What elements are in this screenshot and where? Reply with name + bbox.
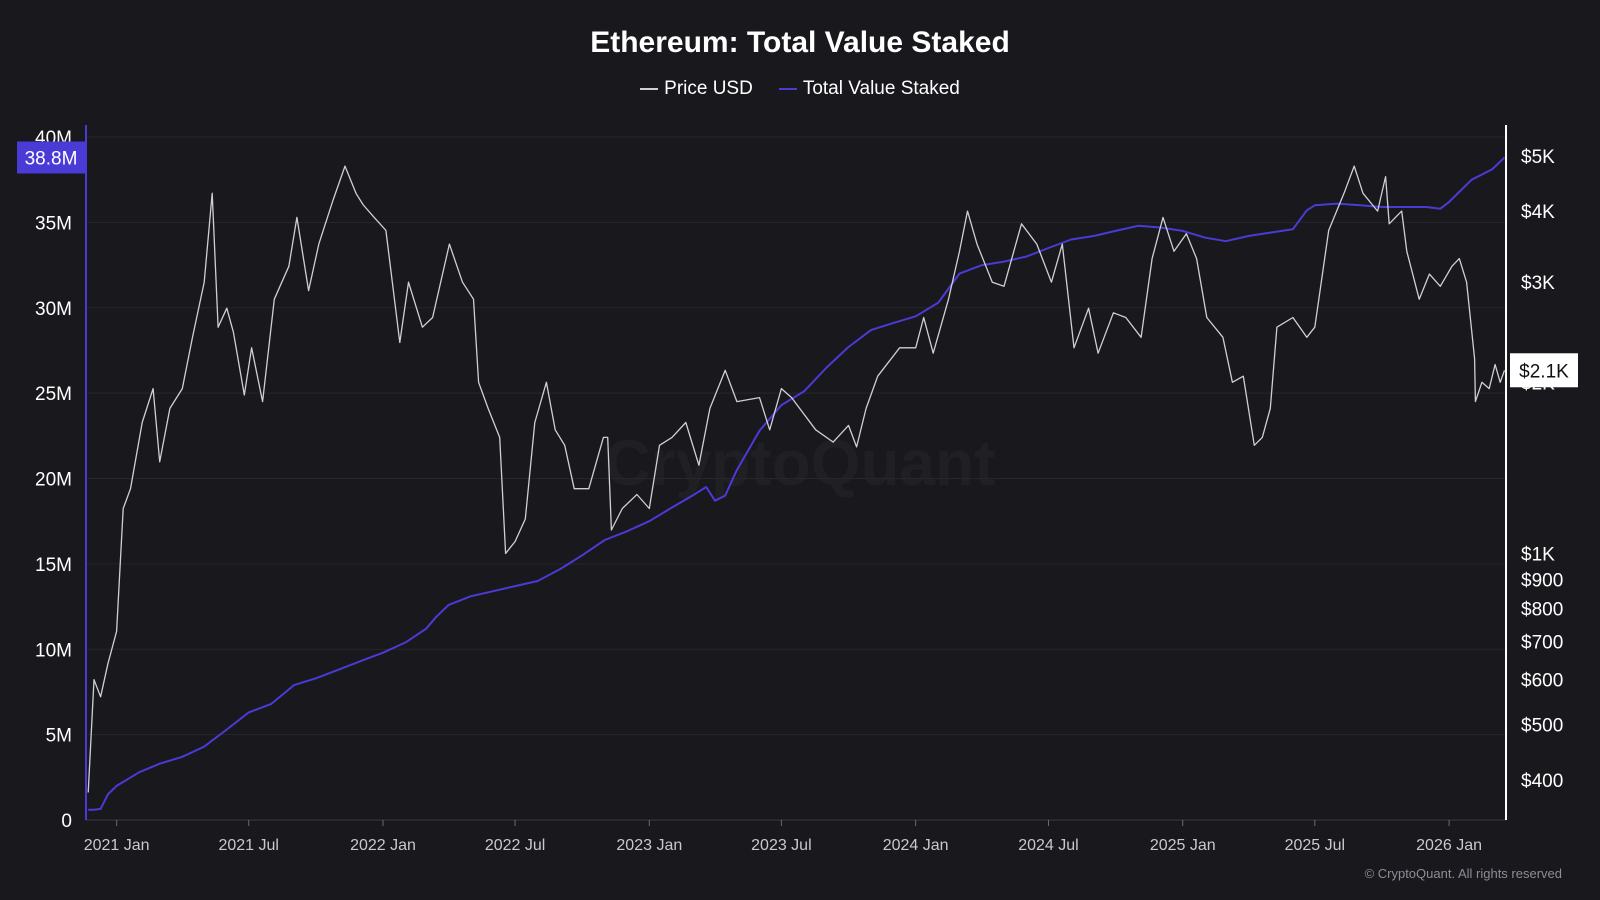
y-left-tick-label: 10M xyxy=(35,640,72,661)
chart-title: Ethereum: Total Value Staked xyxy=(590,26,1010,59)
x-tick-label: 2025 Jul xyxy=(1285,837,1346,854)
y-right-tick-label: $900 xyxy=(1521,571,1563,592)
y-right-tick-label: $1K xyxy=(1521,545,1555,566)
current-price-label: $2.1K xyxy=(1519,361,1569,382)
y-left-tick-label: 5M xyxy=(46,726,72,747)
legend: Price USD Total Value Staked xyxy=(0,78,1600,100)
legend-label-staked: Total Value Staked xyxy=(802,78,960,99)
x-tick-label: 2021 Jan xyxy=(84,837,150,854)
y-right-tick-label: $400 xyxy=(1521,771,1563,792)
legend-swatch-price xyxy=(640,88,659,90)
x-tick-label: 2022 Jul xyxy=(485,837,546,854)
copyright: © CryptoQuant. All rights reserved xyxy=(1364,866,1562,881)
series-line-total-value-staked[interactable] xyxy=(88,156,1506,811)
x-tick-label: 2025 Jan xyxy=(1150,837,1216,854)
y-left-tick-label: 0 xyxy=(61,811,72,832)
x-tick-label: 2026 Jan xyxy=(1416,837,1482,854)
watermark: CryptoQuant xyxy=(604,427,995,499)
x-tick-label: 2021 Jul xyxy=(218,837,279,854)
legend-label-price: Price USD xyxy=(664,78,753,99)
x-tick-label: 2022 Jan xyxy=(350,837,416,854)
x-tick-label: 2024 Jul xyxy=(1018,837,1079,854)
y-left-tick-label: 20M xyxy=(35,470,72,491)
x-tick-label: 2023 Jan xyxy=(616,837,682,854)
y-right-tick-label: $5K xyxy=(1521,147,1555,168)
legend-swatch-staked xyxy=(778,88,797,90)
x-tick-label: 2024 Jan xyxy=(883,837,949,854)
y-right-tick-label: $3K xyxy=(1521,273,1555,294)
legend-item-staked[interactable]: Total Value Staked xyxy=(778,78,960,100)
y-left-tick-label: 25M xyxy=(35,384,72,405)
y-right-tick-label: $800 xyxy=(1521,600,1563,621)
y-left-tick-label: 15M xyxy=(35,555,72,576)
y-right-tick-label: $700 xyxy=(1521,633,1563,654)
y-right-tick-label: $600 xyxy=(1521,671,1563,692)
y-right-tick-label: $500 xyxy=(1521,716,1563,737)
y-left-tick-label: 35M xyxy=(35,213,72,234)
x-tick-label: 2023 Jul xyxy=(751,837,812,854)
current-staked-label: 38.8M xyxy=(25,148,78,169)
current-staked-badge xyxy=(17,141,85,174)
y-right-tick-label: $4K xyxy=(1521,202,1555,223)
series-line-price-usd[interactable] xyxy=(87,165,1506,793)
y-left-tick-label: 30M xyxy=(35,299,72,320)
current-price-badge xyxy=(1510,353,1578,388)
legend-item-price[interactable]: Price USD xyxy=(640,78,753,100)
